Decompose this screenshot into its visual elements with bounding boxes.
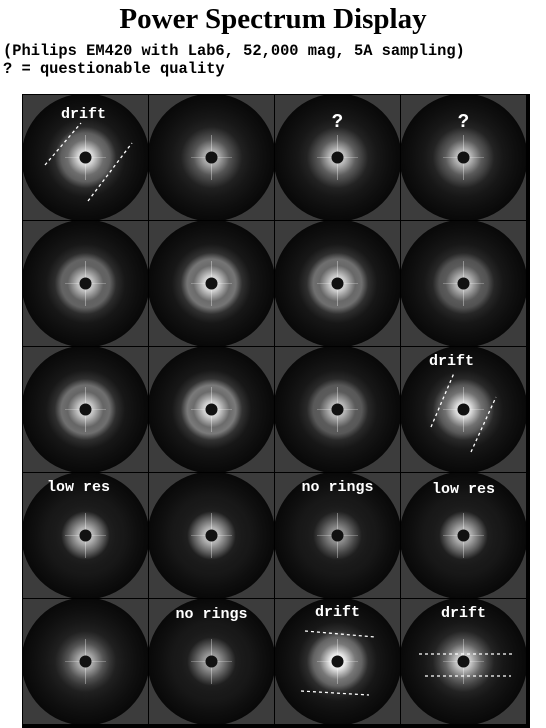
tile-annotation: drift — [23, 106, 146, 123]
power-spectrum-image — [401, 221, 526, 346]
spectrum-tile: drift — [275, 599, 400, 724]
spectrum-tile — [275, 221, 400, 346]
spectrum-tile: drift — [23, 95, 148, 220]
spectrum-tile — [23, 347, 148, 472]
page-title: Power Spectrum Display — [0, 2, 546, 36]
spectrum-tile — [149, 221, 274, 346]
spectrum-tile — [149, 95, 274, 220]
tile-annotation: drift — [401, 605, 526, 622]
spectrum-tile — [401, 221, 526, 346]
spectrum-tile: low res — [23, 473, 148, 598]
power-spectrum-image — [275, 221, 400, 346]
spectrum-tile: ? — [401, 95, 526, 220]
spectrum-tile — [23, 599, 148, 724]
spectrum-tile: no rings — [275, 473, 400, 598]
spectrum-tile — [23, 221, 148, 346]
spectrum-tile: drift — [401, 599, 526, 724]
tile-annotation: drift — [401, 353, 514, 370]
power-spectrum-image — [23, 221, 148, 346]
power-spectrum-image — [149, 95, 274, 220]
tile-annotation: low res — [401, 481, 526, 498]
tile-annotation: drift — [275, 604, 400, 621]
power-spectrum-image — [23, 599, 148, 724]
spectrum-tile — [149, 473, 274, 598]
power-spectrum-image — [275, 347, 400, 472]
spectrum-tile — [275, 347, 400, 472]
tile-annotation: low res — [23, 479, 141, 496]
spectrum-tile: drift — [401, 347, 526, 472]
legend-note: ? = questionable quality — [3, 61, 225, 78]
tile-annotation: ? — [401, 111, 526, 133]
power-spectrum-image — [149, 347, 274, 472]
tile-annotation: no rings — [275, 479, 400, 496]
subtitle: (Philips EM420 with Lab6, 52,000 mag, 5A… — [3, 43, 465, 60]
spectrum-tile: no rings — [149, 599, 274, 724]
power-spectrum-image — [23, 347, 148, 472]
power-spectrum-grid: drift?? drift low res no rings low res no rin… — [22, 94, 530, 728]
spectrum-tile: low res — [401, 473, 526, 598]
power-spectrum-image — [149, 473, 274, 598]
tile-annotation: ? — [275, 111, 400, 133]
spectrum-tile — [149, 347, 274, 472]
spectrum-tile: ? — [275, 95, 400, 220]
tile-annotation: no rings — [149, 606, 274, 623]
power-spectrum-image — [149, 221, 274, 346]
